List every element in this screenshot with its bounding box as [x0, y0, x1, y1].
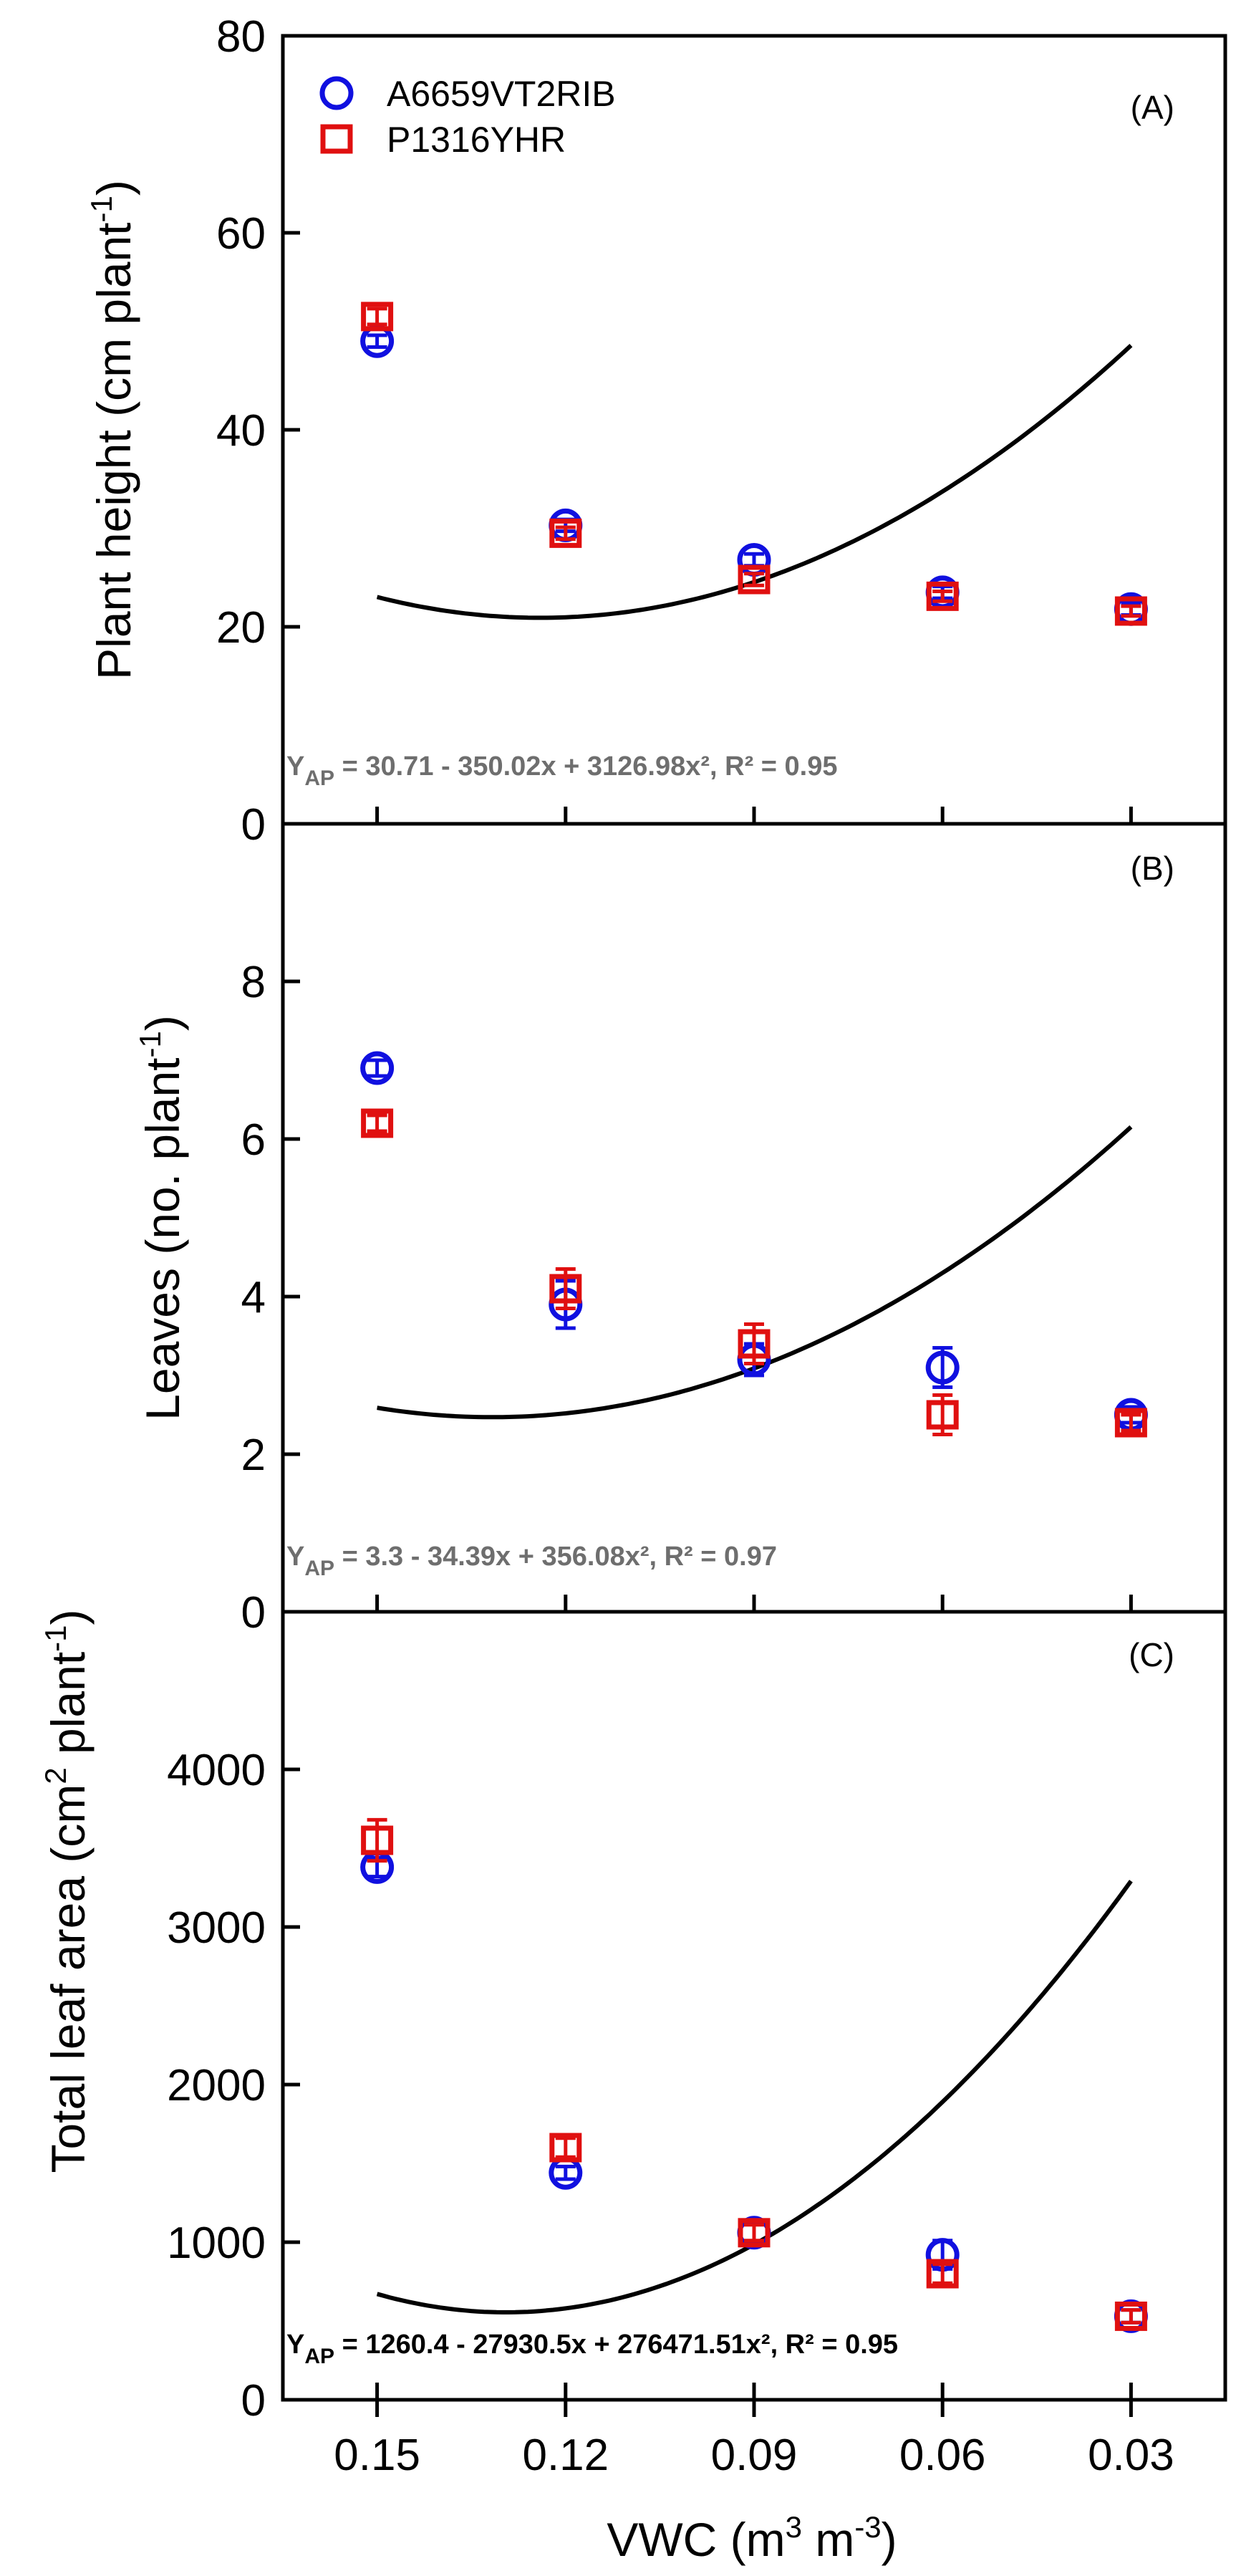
panel-0-ytick-label: 20	[216, 603, 266, 653]
x-axis-tick-label: 0.03	[1088, 2431, 1174, 2480]
legend: A6659VT2RIB P1316YHR	[319, 74, 616, 160]
panel-b-ylabel: Leaves (no. plant-1)	[133, 1015, 189, 1421]
panel-1-ytick-label: 0	[241, 1588, 266, 1638]
panel-0-p1316yhr-point-2	[738, 564, 771, 595]
panel-b: 0 2 4 6 8 (B) Leaves (no. plant-1) YAP = 3.3…	[133, 822, 1227, 1638]
panel-c-equation: YAP = 1260.4 - 27930.5x + 276471.51x², R…	[286, 2330, 898, 2368]
panel-1-ytick-label: 4	[241, 1273, 266, 1322]
panel-0-ytick-label: 60	[216, 209, 266, 259]
panel-b-frame	[281, 822, 1227, 1614]
panel-1-p1316yhr-point-3	[926, 1400, 959, 1430]
panel-2-ytick-label: 4000	[167, 1746, 266, 1795]
panel-a-equation: YAP = 30.71 - 350.02x + 3126.98x², R² = …	[286, 751, 838, 790]
panel-1-a6659vt2rib-point-0	[360, 1051, 395, 1085]
x-axis-title: VWC (m3 m-3)	[607, 2510, 897, 2566]
panel-c-markers	[360, 1817, 1148, 2333]
x-axis-tick-label: 0.12	[522, 2431, 609, 2480]
x-axis-tick-label: 0.15	[334, 2431, 420, 2480]
panel-c: 0 1000 2000 3000 4000 (C) Total leaf area (c…	[39, 1609, 1227, 2426]
legend-marker-a6659vt2rib	[319, 76, 354, 110]
panel-a-ticks: 0 20 40 60 80	[216, 12, 1133, 850]
panel-2-p1316yhr-point-1	[549, 2133, 582, 2163]
panel-1-p1316yhr-point-0	[361, 1108, 394, 1138]
panel-0-p1316yhr-point-0	[361, 302, 394, 332]
panel-2-ytick-label: 2000	[167, 2061, 266, 2110]
legend-label-p1316yhr: P1316YHR	[387, 120, 566, 160]
panel-2-p1316yhr-point-0	[361, 1825, 394, 1855]
x-axis-tick-label: 0.09	[711, 2431, 798, 2480]
panel-c-ticks: 0 1000 2000 3000 4000	[167, 1746, 1133, 2426]
panel-c-ylabel: Total leaf area (cm2 plant-1)	[39, 1609, 95, 2173]
legend-marker-p1316yhr	[320, 124, 353, 154]
panel-b-markers	[360, 1051, 1148, 1438]
panel-1-p1316yhr-point-1	[549, 1274, 582, 1304]
panel-c-label: (C)	[1129, 1636, 1174, 1673]
panel-1-ytick-label: 2	[241, 1431, 266, 1480]
panel-2-p1316yhr-point-2	[738, 2218, 771, 2248]
panel-2-ytick-label: 3000	[167, 1903, 266, 1953]
panel-0-p1316yhr-point-1	[549, 518, 582, 548]
panel-0-ytick-label: 40	[216, 406, 266, 456]
x-axis: 0.15 0.12 0.09 0.06 0.03	[334, 2400, 1174, 2480]
panel-2-p1316yhr-point-4	[1114, 2301, 1147, 2331]
panel-a-ylabel: Plant height (cm plant-1)	[85, 180, 140, 680]
panel-1-p1316yhr-point-2	[738, 1329, 771, 1359]
panel-1-p1316yhr-point-4	[1114, 1408, 1147, 1438]
panel-b-label: (B)	[1131, 850, 1174, 887]
panel-2-p1316yhr-point-3	[926, 2259, 959, 2289]
panel-1-ytick-label: 8	[241, 958, 266, 1007]
panel-0-p1316yhr-point-3	[926, 581, 959, 611]
panel-a-markers	[360, 302, 1148, 626]
panel-0-ytick-label: 0	[241, 800, 266, 850]
panel-c-frame	[281, 1610, 1227, 2402]
x-axis-tick-label: 0.06	[899, 2431, 986, 2480]
panel-0-p1316yhr-point-4	[1114, 596, 1147, 626]
panel-a-label: (A)	[1131, 89, 1174, 126]
panel-2-ytick-label: 0	[241, 2376, 266, 2426]
panel-0-ytick-label: 80	[216, 12, 266, 62]
legend-label-a6659vt2rib: A6659VT2RIB	[387, 74, 616, 114]
panel-2-ytick-label: 1000	[167, 2219, 266, 2268]
panel-1-ytick-label: 6	[241, 1115, 266, 1165]
panel-b-ticks: 0 2 4 6 8	[241, 958, 1133, 1638]
panel-1-a6659vt2rib-point-3	[925, 1350, 960, 1385]
panel-b-equation: YAP = 3.3 - 34.39x + 356.08x², R² = 0.97	[286, 1542, 777, 1580]
